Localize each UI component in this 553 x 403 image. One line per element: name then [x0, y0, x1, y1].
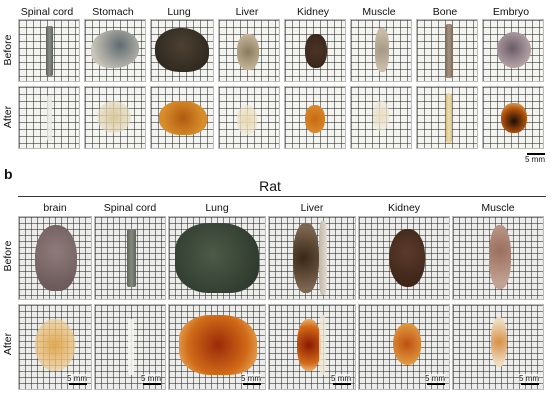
- row-label-before-b: Before: [2, 240, 14, 272]
- kidney-b-cleared: [393, 323, 421, 365]
- image-b-brain-before: [18, 216, 92, 300]
- scale-bar-a: [527, 153, 545, 155]
- embryo-cleared: [501, 103, 527, 133]
- image-a-bone-before: [416, 19, 478, 82]
- scale-bar-b-muscle: [521, 383, 539, 385]
- kidney-cleared: [305, 105, 325, 133]
- image-a-kidney-before: [284, 19, 346, 82]
- col-header-b-brain: brain: [43, 202, 67, 214]
- image-a-stomach-after: [84, 86, 146, 149]
- spinal-cord-cleared: [47, 95, 52, 141]
- col-header-spinal-cord: Spinal cord: [20, 6, 74, 18]
- image-a-liver-before: [218, 19, 280, 82]
- rat-title-rule: [18, 196, 546, 197]
- muscle-specimen: [375, 28, 389, 72]
- image-a-liver-after: [218, 86, 280, 149]
- image-b-brain-after: 5 mm: [18, 304, 92, 390]
- image-b-kidney-before: [358, 216, 450, 300]
- brain-specimen: [35, 225, 77, 291]
- scale-bar-b-spinal: [143, 383, 161, 385]
- spinal-cord-b-specimen: [127, 229, 136, 287]
- image-b-lung-after: 5 mm: [168, 304, 266, 390]
- spinal-cord-b-cleared: [128, 319, 134, 375]
- row-label-after-a: After: [2, 105, 14, 129]
- image-b-lung-before: [168, 216, 266, 300]
- col-header-b-muscle: Muscle: [481, 202, 515, 214]
- liver-specimen: [237, 34, 259, 70]
- image-b-spinal-cord-before: [94, 216, 166, 300]
- image-b-muscle-before: [452, 216, 544, 300]
- col-header-b-kidney: Kidney: [387, 202, 421, 214]
- col-header-muscle: Muscle: [362, 6, 396, 18]
- rat-title: Rat: [259, 178, 281, 194]
- image-b-kidney-after: 5 mm: [358, 304, 450, 390]
- scale-bar-b-kidney: [427, 383, 445, 385]
- image-a-kidney-after: [284, 86, 346, 149]
- image-a-lung-before: [150, 19, 214, 82]
- lung-b-cleared: [179, 315, 257, 375]
- scale-bar-b-spinal-label: 5 mm: [141, 374, 161, 383]
- image-a-spinal-cord-after: [18, 86, 80, 149]
- scale-bar-b-lung: [243, 383, 261, 385]
- liver-b-specimen: [293, 223, 319, 293]
- image-b-liver-after: 5 mm: [268, 304, 356, 390]
- stomach-specimen: [91, 30, 139, 68]
- row-label-after-b: After: [2, 332, 14, 356]
- image-a-stomach-before: [84, 19, 146, 82]
- row-label-before-a: Before: [2, 34, 14, 66]
- lung-cleared: [159, 101, 207, 135]
- scale-bar-b-kidney-label: 5 mm: [425, 374, 445, 383]
- scale-bar-a-label: 5 mm: [525, 155, 545, 164]
- liver-cleared: [237, 105, 257, 135]
- scale-bar-b-brain-label: 5 mm: [67, 374, 87, 383]
- section-label-b: b: [4, 166, 13, 182]
- liver-b-cleared: [297, 319, 321, 371]
- image-b-spinal-cord-after: 5 mm: [94, 304, 166, 390]
- liver-b-lobe: [319, 221, 327, 295]
- scale-bar-b-liver-label: 5 mm: [331, 374, 351, 383]
- embryo-specimen: [497, 32, 531, 68]
- lung-b-specimen: [175, 223, 259, 293]
- col-header-b-lung: Lung: [205, 202, 229, 214]
- col-header-embryo: Embryo: [492, 6, 530, 18]
- col-header-bone: Bone: [432, 6, 458, 18]
- image-a-bone-after: [416, 86, 478, 149]
- col-header-lung: Lung: [167, 6, 191, 18]
- scale-bar-b-lung-label: 5 mm: [241, 374, 261, 383]
- scale-bar-b-brain: [69, 383, 87, 385]
- image-a-embryo-before: [482, 19, 544, 82]
- muscle-b-specimen: [489, 225, 511, 289]
- muscle-b-cleared: [491, 317, 507, 367]
- col-header-stomach: Stomach: [92, 6, 134, 18]
- bone-specimen: [445, 24, 453, 78]
- lung-specimen: [155, 28, 209, 72]
- col-header-b-spinal-cord: Spinal cord: [103, 202, 157, 214]
- image-b-liver-before: [268, 216, 356, 300]
- image-b-muscle-after: 5 mm: [452, 304, 544, 390]
- brain-cleared: [35, 319, 75, 371]
- image-a-muscle-before: [350, 19, 412, 82]
- col-header-kidney: Kidney: [296, 6, 330, 18]
- stomach-cleared: [97, 101, 131, 133]
- muscle-cleared: [373, 101, 389, 131]
- image-a-muscle-after: [350, 86, 412, 149]
- kidney-specimen: [305, 34, 327, 68]
- image-a-embryo-after: [482, 86, 544, 149]
- kidney-b-specimen: [389, 229, 425, 287]
- liver-b-cleared-lobe: [319, 315, 326, 375]
- image-a-lung-after: [150, 86, 214, 149]
- spinal-cord-specimen: [46, 26, 53, 76]
- image-a-spinal-cord-before: [18, 19, 80, 82]
- col-header-liver: Liver: [235, 6, 259, 18]
- scale-bar-b-liver: [333, 383, 351, 385]
- scale-bar-b-muscle-label: 5 mm: [519, 374, 539, 383]
- bone-cleared: [446, 93, 452, 143]
- col-header-b-liver: Liver: [300, 202, 324, 214]
